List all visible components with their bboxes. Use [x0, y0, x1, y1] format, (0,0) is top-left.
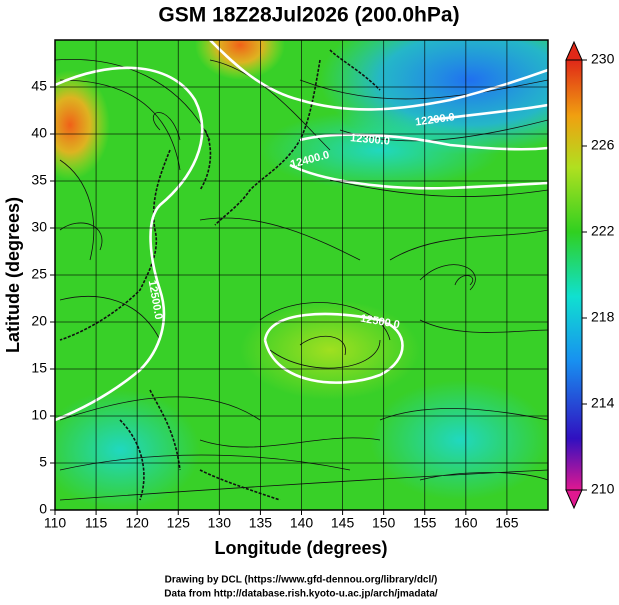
- x-tick-label: 165: [495, 515, 519, 531]
- colorbar-max: [565, 40, 583, 61]
- colorbar-tick-label: 218: [591, 309, 615, 325]
- x-tick-label: 125: [167, 515, 191, 531]
- contour-label: 12200.0: [414, 111, 455, 128]
- y-tick-label: 5: [39, 454, 47, 470]
- colorbar-tick-label: 214: [591, 395, 615, 411]
- x-tick-label: 115: [85, 515, 108, 531]
- x-axis-label: Longitude (degrees): [214, 538, 387, 558]
- colorbar-tick-label: 222: [591, 223, 615, 239]
- x-tick-label: 140: [290, 515, 314, 531]
- x-tick-label: 110: [44, 515, 67, 531]
- y-tick-label: 25: [31, 266, 47, 282]
- x-tick-label: 150: [372, 515, 396, 531]
- y-tick-label: 20: [31, 313, 47, 329]
- x-tick-label: 130: [208, 515, 232, 531]
- y-tick-label: 40: [31, 125, 47, 141]
- x-tick-label: 135: [249, 515, 273, 531]
- x-tick-label: 155: [413, 515, 437, 531]
- y-tick-label: 10: [31, 407, 47, 423]
- colorbar: [565, 59, 583, 491]
- y-tick-label: 35: [31, 172, 47, 188]
- field: [55, 40, 548, 510]
- x-tick-label: 160: [454, 515, 478, 531]
- footer: Drawing by DCL (https://www.gfd-dennou.o…: [165, 575, 438, 586]
- colorbar-tick-label: 226: [591, 137, 615, 153]
- chart-title: GSM 18Z28Jul2026 (200.0hPa): [158, 4, 459, 27]
- y-tick-label: 0: [39, 501, 47, 517]
- colorbar-min: [565, 489, 583, 510]
- footer: Data from http://database.rish.kyoto-u.a…: [164, 589, 438, 600]
- x-tick-label: 145: [331, 515, 355, 531]
- colorbar-tick-label: 210: [591, 481, 615, 497]
- y-tick-label: 45: [31, 78, 47, 94]
- y-axis-label: Latitude (degrees): [3, 197, 23, 353]
- y-tick-label: 30: [31, 219, 47, 235]
- colorbar-tick-label: 230: [591, 51, 615, 67]
- y-tick-label: 15: [31, 360, 47, 376]
- x-tick-label: 120: [125, 515, 149, 531]
- contour-label: 12300.0: [350, 132, 391, 147]
